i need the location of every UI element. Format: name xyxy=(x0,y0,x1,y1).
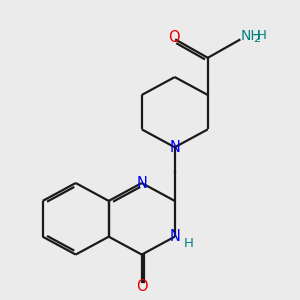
Text: O: O xyxy=(168,30,180,45)
Text: O: O xyxy=(136,279,148,294)
Text: N: N xyxy=(169,140,180,155)
Text: H: H xyxy=(184,237,194,250)
Text: 2: 2 xyxy=(253,34,260,44)
Text: NH: NH xyxy=(241,29,262,43)
Text: N: N xyxy=(136,176,147,190)
Text: N: N xyxy=(169,229,180,244)
Text: H: H xyxy=(257,29,267,42)
